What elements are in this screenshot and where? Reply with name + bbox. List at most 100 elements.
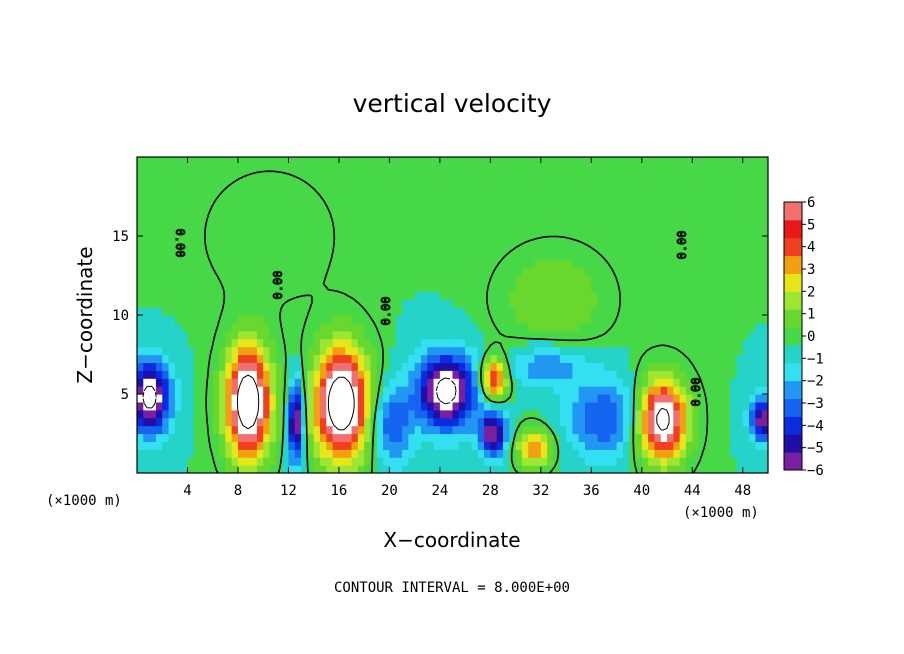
field-cell xyxy=(446,251,454,261)
field-cell xyxy=(673,433,681,442)
field-cell xyxy=(528,283,536,292)
field-cell xyxy=(704,394,712,403)
field-cell xyxy=(515,330,523,340)
field-cell xyxy=(452,338,460,348)
field-cell xyxy=(685,283,693,292)
field-cell xyxy=(263,212,271,221)
field-cell xyxy=(162,465,170,473)
field-cell xyxy=(692,259,700,269)
field-cell xyxy=(685,449,693,458)
field-cell xyxy=(168,228,176,237)
field-cell xyxy=(383,346,390,356)
field-cell xyxy=(244,441,252,450)
field-cell xyxy=(585,370,592,379)
field-cell xyxy=(439,212,447,221)
field-cell xyxy=(439,457,447,466)
field-cell xyxy=(458,251,466,261)
field-cell xyxy=(237,267,245,277)
field-cell xyxy=(402,299,409,308)
field-cell xyxy=(616,228,624,237)
field-cell xyxy=(338,188,346,198)
field-cell xyxy=(370,251,378,261)
field-cell xyxy=(496,315,504,324)
field-cell xyxy=(364,157,372,166)
field-cell xyxy=(648,283,656,292)
field-cell xyxy=(338,401,346,411)
field-cell xyxy=(193,409,201,419)
field-cell xyxy=(143,441,151,450)
field-cell xyxy=(395,275,403,284)
field-cell xyxy=(572,425,580,435)
field-cell xyxy=(338,259,346,269)
field-cell xyxy=(193,243,201,253)
field-cell xyxy=(193,322,201,332)
field-cell xyxy=(679,251,687,261)
field-cell xyxy=(313,228,321,237)
field-cell xyxy=(736,370,744,379)
field-cell xyxy=(641,243,649,253)
field-cell xyxy=(749,291,756,300)
field-cell xyxy=(603,354,611,363)
contour-label: 0.00 xyxy=(675,231,689,260)
field-cell xyxy=(654,315,662,324)
field-cell xyxy=(338,378,346,387)
field-cell xyxy=(528,251,536,261)
field-cell xyxy=(591,307,599,316)
field-cell xyxy=(591,401,599,411)
field-cell xyxy=(711,188,719,198)
field-cell xyxy=(761,449,768,458)
field-cell xyxy=(212,433,220,442)
field-cell xyxy=(319,330,327,340)
field-cell xyxy=(237,401,245,411)
field-cell xyxy=(282,236,290,245)
field-cell xyxy=(345,409,353,419)
field-cell xyxy=(528,394,536,403)
field-cell xyxy=(351,338,359,348)
field-cell xyxy=(162,362,170,371)
field-cell xyxy=(200,354,208,363)
field-cell xyxy=(553,354,561,363)
field-cell xyxy=(591,291,599,300)
field-cell xyxy=(212,315,220,324)
field-cell xyxy=(540,394,548,403)
field-cell xyxy=(351,346,359,356)
field-cell xyxy=(376,417,384,427)
field-cell xyxy=(471,275,479,284)
field-cell xyxy=(256,354,264,363)
colorbar-swatch xyxy=(784,273,802,292)
field-cell xyxy=(616,338,624,348)
field-cell xyxy=(446,188,454,198)
field-cell xyxy=(490,362,498,371)
field-cell xyxy=(383,275,390,284)
field-cell xyxy=(509,338,517,348)
field-cell xyxy=(704,378,712,387)
field-cell xyxy=(237,433,245,442)
field-cell xyxy=(301,354,308,363)
field-cell xyxy=(193,425,201,435)
field-cell xyxy=(427,386,435,395)
field-cell xyxy=(509,236,517,245)
field-cell xyxy=(137,157,144,166)
field-cell xyxy=(225,370,233,379)
field-cell xyxy=(667,259,674,269)
field-cell xyxy=(711,386,719,395)
field-cell xyxy=(275,267,283,277)
field-cell xyxy=(244,354,252,363)
field-cell xyxy=(402,243,409,253)
field-cell xyxy=(149,299,157,308)
field-cell xyxy=(402,291,409,300)
field-cell xyxy=(723,243,731,253)
field-cell xyxy=(610,370,618,379)
field-cell xyxy=(351,362,359,371)
field-cell xyxy=(591,299,599,308)
field-cell xyxy=(427,401,435,411)
field-cell xyxy=(294,394,302,403)
field-cell xyxy=(490,251,498,261)
field-cell xyxy=(509,283,517,292)
field-cell xyxy=(420,330,428,340)
field-cell xyxy=(351,322,359,332)
field-cell xyxy=(490,346,498,356)
field-cell xyxy=(616,243,624,253)
field-cell xyxy=(484,157,491,166)
field-cell xyxy=(376,425,384,435)
